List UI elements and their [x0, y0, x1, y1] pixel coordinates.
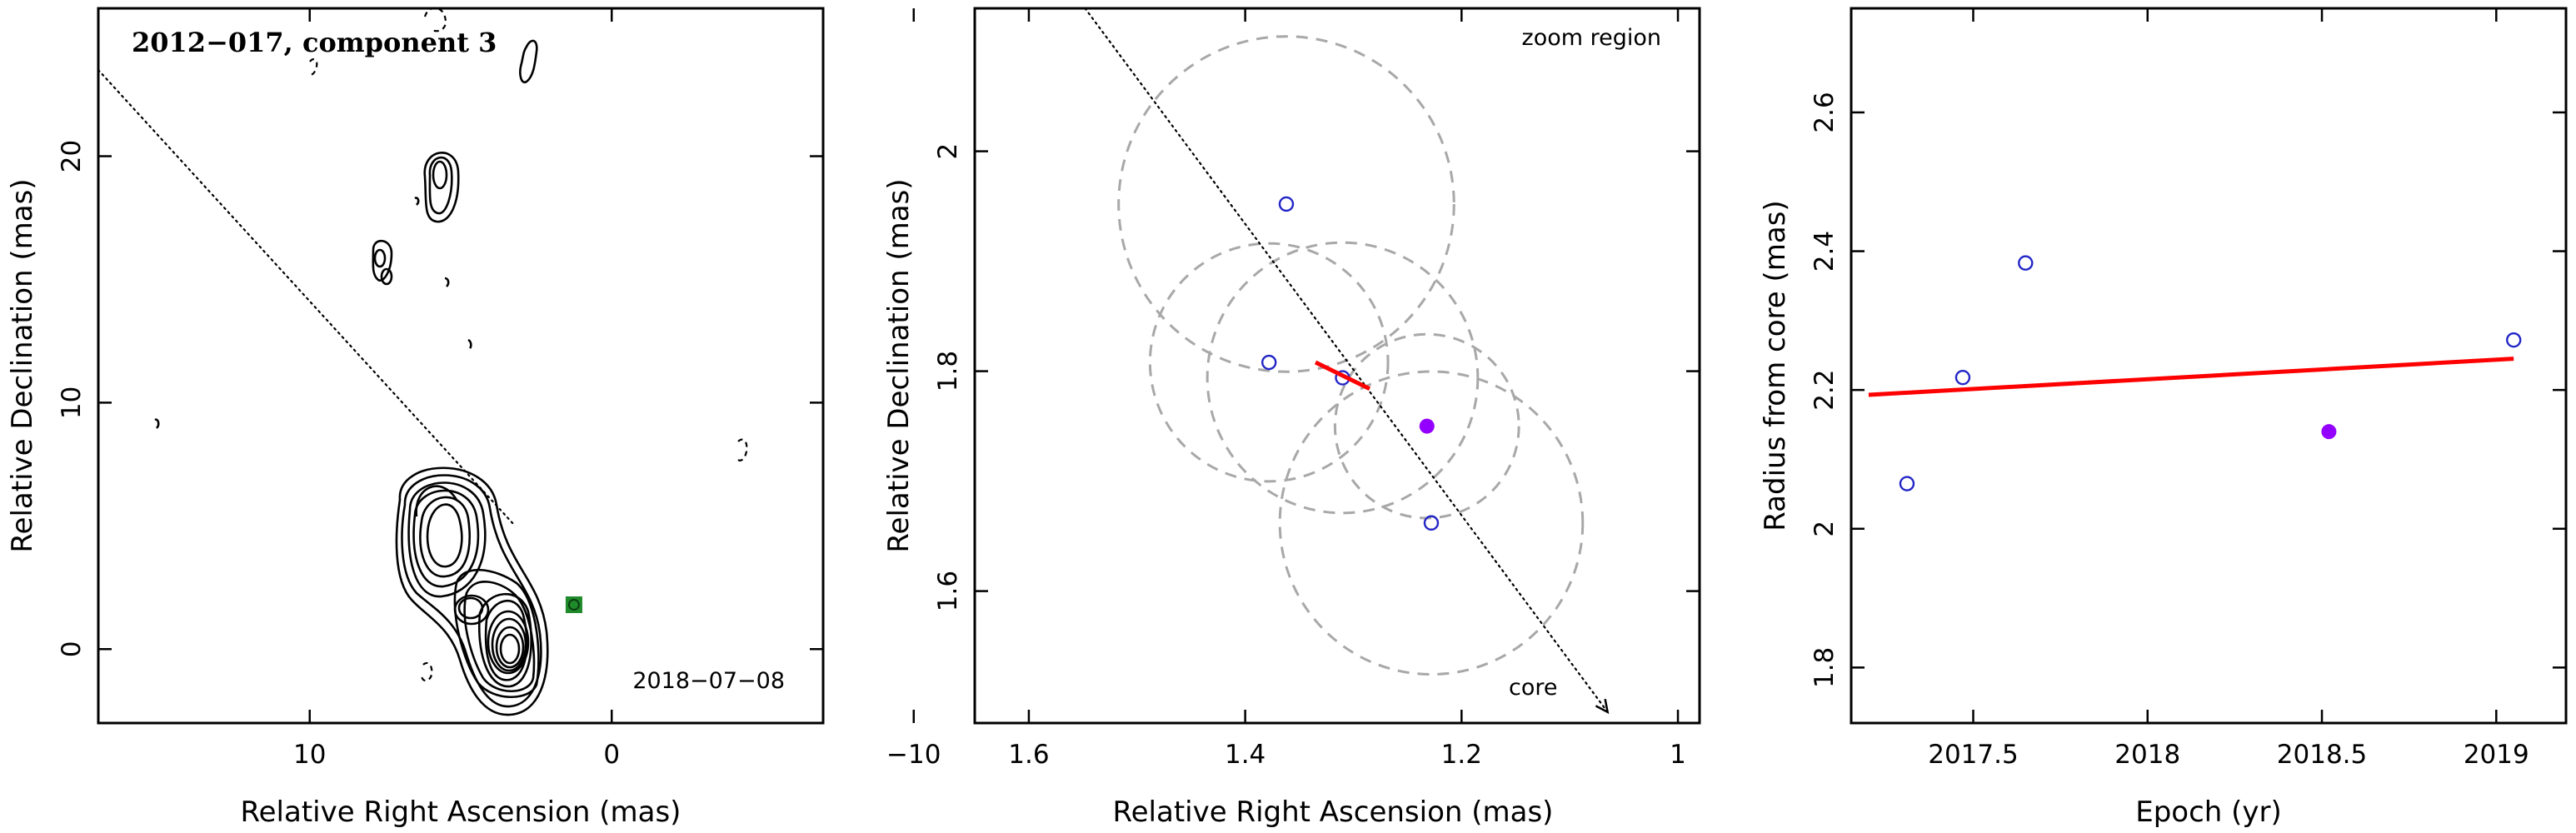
y-tick-label: 0 — [57, 641, 87, 657]
y-tick-label: 1.6 — [933, 571, 963, 611]
component-marker-square — [565, 596, 582, 613]
open-data-point — [1899, 476, 1915, 491]
direction-to-core-line — [1084, 7, 1609, 713]
y-tick-label: 1.8 — [933, 351, 963, 392]
filled-data-point — [2321, 424, 2337, 440]
y-axis-label: Relative Declination (mas) — [882, 178, 916, 552]
data-points — [1899, 255, 2522, 491]
x-tick-label: 0 — [603, 740, 620, 770]
plot-frame — [1850, 7, 2568, 725]
y-tick-label: 2 — [1810, 521, 1840, 537]
x-axis-label: Relative Right Ascension (mas) — [1113, 796, 1554, 829]
y-axis-label: Relative Declination (mas) — [6, 178, 39, 552]
x-axis-label: Relative Right Ascension (mas) — [241, 796, 681, 829]
open-data-point — [1423, 515, 1440, 531]
fit-segment — [1314, 360, 1371, 391]
plot-frame — [97, 7, 825, 725]
open-data-point — [1954, 369, 1971, 386]
x-axis-label: Epoch (yr) — [2135, 796, 2282, 829]
y-tick-label: 2.6 — [1810, 92, 1840, 132]
y-tick-label: 2.2 — [1810, 369, 1840, 410]
open-data-point — [1278, 196, 1295, 212]
open-data-point — [2018, 255, 2034, 271]
x-tick-label: −10 — [886, 740, 941, 770]
y-tick-label: 1.8 — [1810, 647, 1840, 688]
uncertainty-circle — [1117, 35, 1455, 373]
fit-line — [1868, 357, 2514, 397]
filled-data-point — [1419, 418, 1435, 434]
y-tick-label: 2 — [933, 143, 963, 160]
x-tick-label: 2019 — [2464, 740, 2529, 770]
zoom-region-annotation: zoom region — [1522, 25, 1661, 51]
open-data-point — [1261, 354, 1277, 371]
x-tick-label: 2018 — [2114, 740, 2180, 770]
x-tick-label: 1.4 — [1225, 740, 1266, 770]
core-label: core — [1509, 675, 1557, 701]
panel-1-contour-map: 10 0 −10 0 10 20 2012−017, component 3 2018−0… — [6, 7, 941, 829]
uncertainty-circles — [1117, 35, 1585, 676]
panel-title: 2012−017, component 3 — [132, 27, 497, 58]
uncertainty-circle — [1278, 370, 1585, 676]
x-tick-label: 1.2 — [1441, 740, 1482, 770]
panel-3-radius-vs-epoch: 2017.5 2018 2018.5 2019 1.8 2 2.2 2.4 2.6 Epoch … — [1759, 7, 2568, 829]
panel-2-zoom-region: 1.6 1.4 1.2 1 1.6 1.8 2 zoom region core Relat… — [882, 7, 1701, 829]
component-positions — [1261, 196, 1440, 531]
component-marker-ring — [567, 598, 580, 611]
component-marker — [565, 596, 582, 613]
core-arrowhead — [1595, 698, 1610, 715]
epoch-date-label: 2018−07−08 — [632, 668, 785, 694]
x-tick-label: 2018.5 — [2277, 740, 2367, 770]
plot-frame — [973, 7, 1701, 725]
x-tick-label: 1.6 — [1008, 740, 1049, 770]
jet-direction-line — [97, 68, 517, 527]
y-tick-label: 20 — [57, 140, 87, 172]
axis-ticks: 10 0 −10 0 10 20 — [57, 8, 941, 770]
contour-map — [154, 7, 748, 716]
x-tick-label: 1 — [1670, 740, 1686, 770]
y-tick-label: 2.4 — [1810, 231, 1840, 272]
y-axis-label: Radius from core (mas) — [1759, 200, 1792, 531]
axis-ticks: 2017.5 2018 2018.5 2019 1.8 2 2.2 2.4 2.6 — [1810, 8, 2566, 770]
axis-ticks: 1.6 1.4 1.2 1 1.6 1.8 2 — [933, 8, 1700, 770]
x-tick-label: 2017.5 — [1928, 740, 2018, 770]
uncertainty-circle — [1148, 242, 1390, 483]
open-data-point — [2506, 332, 2522, 348]
y-tick-label: 10 — [57, 387, 87, 419]
x-tick-label: 10 — [293, 740, 326, 770]
